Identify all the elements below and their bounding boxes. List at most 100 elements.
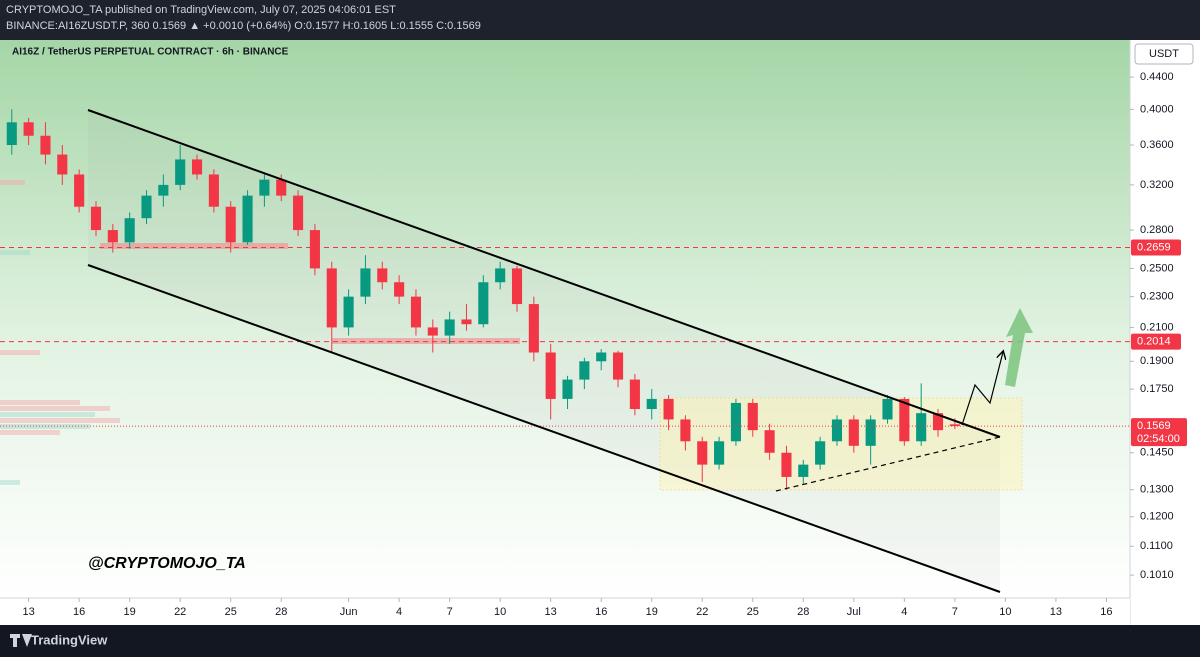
triangle-support <box>775 436 1001 492</box>
candle-body <box>562 379 573 399</box>
logo: TradingView <box>31 632 108 647</box>
x-tick-label: 22 <box>174 606 186 618</box>
candle-body <box>511 268 523 305</box>
candle-body <box>528 304 539 353</box>
candle-body <box>191 159 203 175</box>
candle-body <box>225 206 236 243</box>
y-tick-label: 0.2500 <box>1140 262 1174 274</box>
x-tick-label: 13 <box>545 606 557 618</box>
candle-body <box>714 441 725 465</box>
x-tick-label: 28 <box>797 606 809 618</box>
channel-line <box>87 264 1001 593</box>
chart-title: AI16Z / TetherUS PERPETUAL CONTRACT · 6h… <box>12 47 289 58</box>
y-tick-label: 0.2800 <box>1140 224 1174 236</box>
candle-body <box>596 352 607 362</box>
level-tag <box>1131 239 1181 256</box>
candle-body <box>478 282 489 325</box>
x-tick-label: 4 <box>396 606 402 618</box>
candle-body <box>949 424 960 427</box>
candle-body <box>107 230 118 243</box>
watermark: @CRYPTOMOJO_TA <box>88 555 246 572</box>
candle-body <box>697 441 708 465</box>
candle-body <box>932 413 944 431</box>
y-tick-label: 0.4400 <box>1140 71 1174 83</box>
candle-body <box>865 419 876 446</box>
y-tick-label: 0.1200 <box>1140 511 1174 523</box>
candle-body <box>208 174 219 207</box>
candle-body <box>579 361 590 380</box>
x-tick-label: 25 <box>225 606 237 618</box>
y-tick-label: 0.1450 <box>1140 447 1174 459</box>
candle-body <box>141 195 152 219</box>
candle-body <box>276 179 287 196</box>
y-tick-label: 0.1100 <box>1140 540 1173 552</box>
x-tick-label: 19 <box>646 606 658 618</box>
x-tick-label: 16 <box>73 606 85 618</box>
candle-body <box>90 206 102 231</box>
candle-body <box>293 195 304 231</box>
candle-body <box>848 419 859 446</box>
projection-arrow <box>961 352 1003 426</box>
candle-body <box>6 122 17 146</box>
y-tick-label: 0.1750 <box>1140 383 1174 395</box>
logo-icon <box>10 634 32 647</box>
candle-body <box>798 464 809 477</box>
x-tick-label: 10 <box>999 606 1011 618</box>
y-tick-label: 0.1010 <box>1140 569 1174 581</box>
candle-body <box>360 268 371 297</box>
header-line: BINANCE:AI16ZUSDT.P, 360 0.1569 ▲ +0.001… <box>6 20 481 32</box>
candle-body <box>747 402 758 431</box>
level-label: 0.2659 <box>1137 241 1171 253</box>
x-tick-label: 7 <box>952 606 958 618</box>
x-tick-label: 25 <box>747 606 759 618</box>
y-tick-label: 0.1900 <box>1140 355 1174 367</box>
x-tick-label: 16 <box>1100 606 1112 618</box>
candle-body <box>40 135 51 155</box>
candle-body <box>377 268 388 283</box>
candle-body <box>343 296 354 328</box>
plot-area <box>0 40 1130 598</box>
time-axis <box>0 598 1130 625</box>
candle-body <box>175 159 186 185</box>
candle-body <box>815 441 826 465</box>
candle-body <box>124 218 135 243</box>
x-tick-label: 13 <box>1050 606 1062 618</box>
currency: USDT <box>1149 48 1179 60</box>
bullish-arrow <box>1005 308 1033 387</box>
header-bar <box>0 0 1200 40</box>
x-tick-label: 28 <box>275 606 287 618</box>
x-tick-label: 7 <box>447 606 453 618</box>
x-tick-label: 10 <box>494 606 506 618</box>
y-tick-label: 0.4000 <box>1140 103 1174 115</box>
x-tick-label: Jul <box>847 606 861 618</box>
support-zone <box>100 243 288 249</box>
last-price-tag <box>1131 418 1187 447</box>
candle-body <box>545 352 556 399</box>
candle-body <box>444 319 455 336</box>
header-line: CRYPTOMOJO_TA published on TradingView.c… <box>6 4 396 16</box>
candle-body <box>394 282 405 297</box>
level-label: 0.2014 <box>1137 335 1171 347</box>
candle-body <box>916 413 927 442</box>
candle-body <box>158 184 169 196</box>
candle-body <box>326 268 337 328</box>
candle-body <box>57 154 68 175</box>
candle-body <box>882 398 893 420</box>
candle-body <box>831 419 843 442</box>
candle-body <box>764 430 775 453</box>
y-tick-label: 0.3200 <box>1140 179 1174 191</box>
y-tick-label: 0.2300 <box>1140 291 1174 303</box>
support-zone <box>332 338 520 344</box>
price-axis <box>1130 40 1200 625</box>
footer-bar <box>0 625 1200 657</box>
x-tick-label: 19 <box>124 606 136 618</box>
y-tick-label: 0.1300 <box>1140 484 1174 496</box>
candle-body <box>309 230 320 269</box>
candle-body <box>74 174 85 207</box>
candle-body <box>427 327 438 336</box>
y-tick-label: 0.3600 <box>1140 139 1174 151</box>
candle-body <box>781 452 792 477</box>
candle-body <box>23 122 34 136</box>
